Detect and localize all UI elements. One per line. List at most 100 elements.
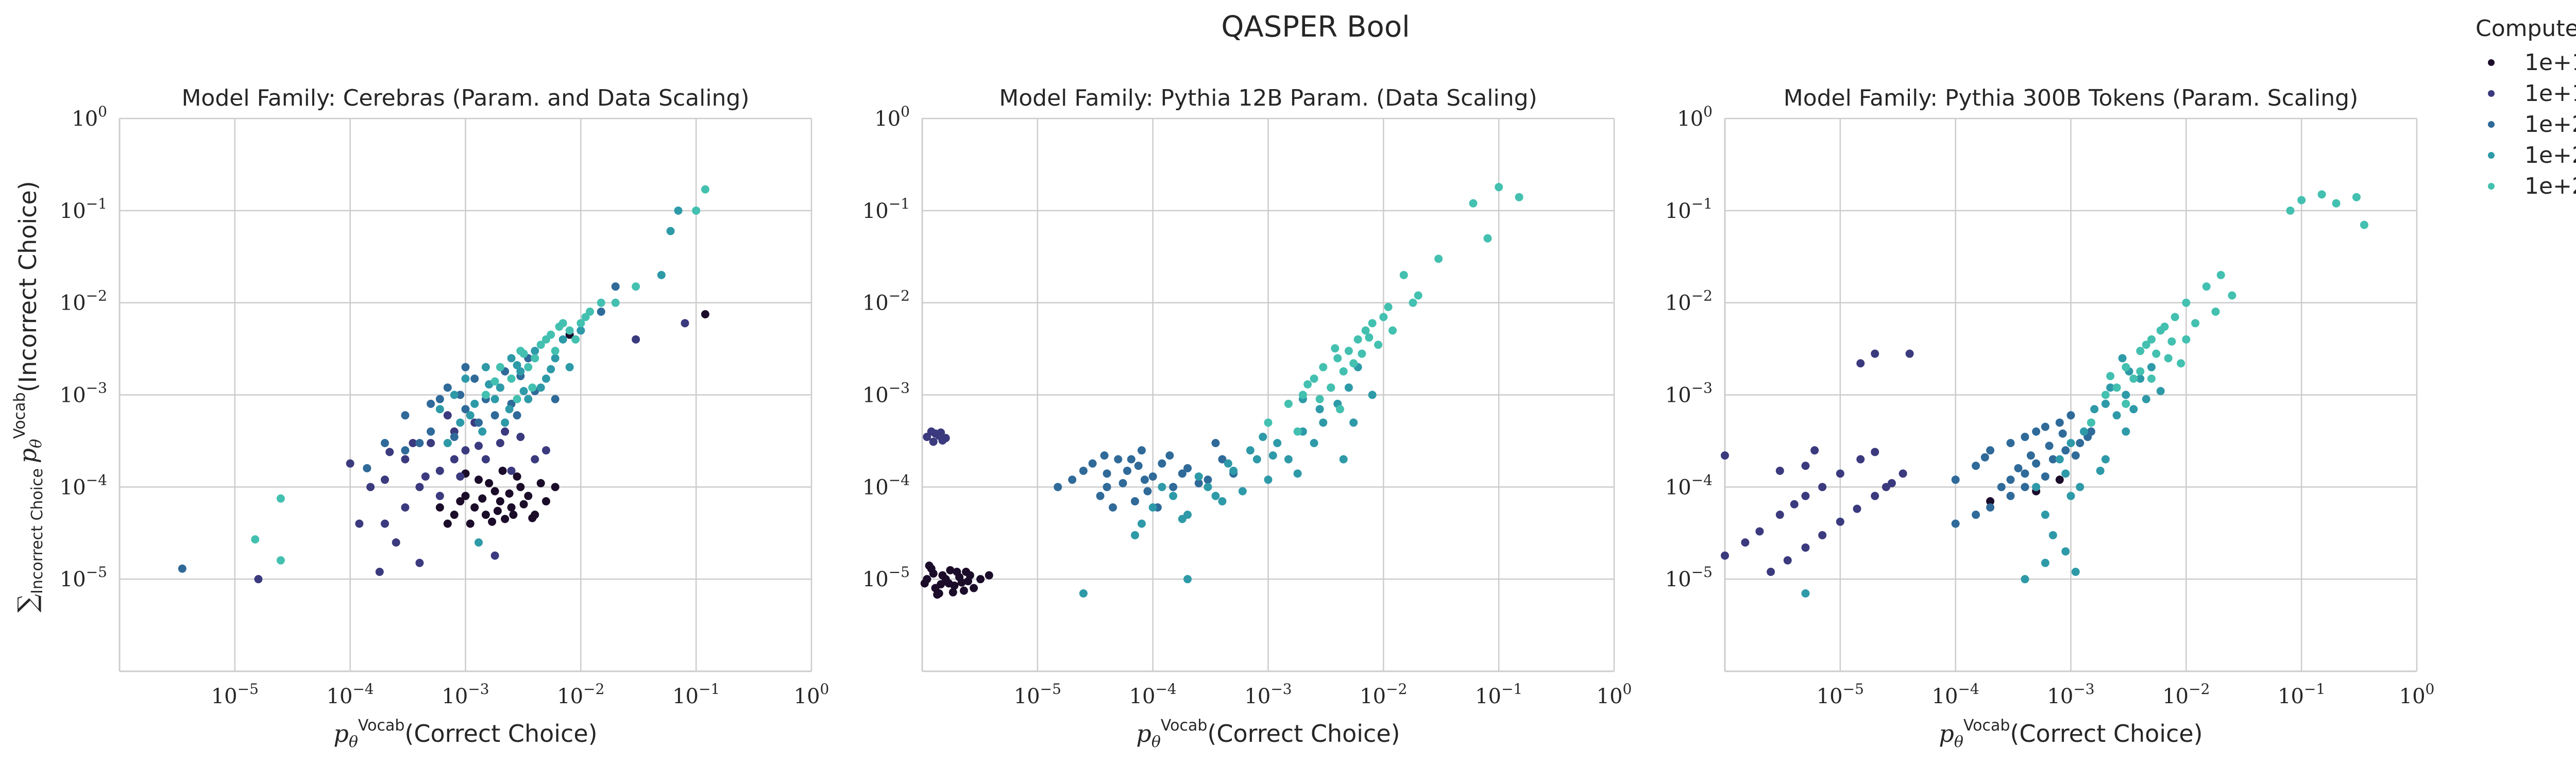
data-point bbox=[2071, 568, 2080, 576]
data-point bbox=[1899, 469, 1907, 478]
data-point bbox=[461, 491, 470, 500]
data-point bbox=[2006, 491, 2015, 500]
data-point bbox=[1158, 483, 1166, 491]
data-point bbox=[2006, 439, 2015, 448]
data-point bbox=[1349, 359, 1358, 368]
data-point bbox=[2071, 451, 2080, 460]
data-point bbox=[1103, 483, 1111, 491]
data-point bbox=[1315, 395, 1324, 403]
y-tick-label: 10−1 bbox=[862, 195, 910, 223]
data-point bbox=[1114, 455, 1123, 464]
y-tick-label: 100 bbox=[72, 103, 107, 131]
legend-label: 1e+19 bbox=[2524, 80, 2576, 107]
data-point bbox=[1801, 462, 1810, 470]
data-point bbox=[541, 446, 550, 455]
data-point bbox=[435, 491, 444, 500]
data-point bbox=[558, 335, 567, 344]
series-1e+20 bbox=[1054, 439, 1238, 512]
data-point bbox=[2360, 220, 2368, 229]
data-point bbox=[401, 446, 410, 455]
y-tick-label: 10−1 bbox=[1665, 195, 1713, 223]
data-point bbox=[632, 335, 640, 344]
x-tick-label: 10−1 bbox=[672, 681, 720, 708]
data-point bbox=[1951, 476, 1960, 484]
data-point bbox=[2021, 483, 2029, 491]
data-point bbox=[1409, 298, 1417, 307]
data-point bbox=[443, 519, 452, 528]
data-point bbox=[2076, 483, 2084, 491]
data-point bbox=[427, 439, 435, 448]
data-point bbox=[1218, 497, 1227, 506]
data-point bbox=[450, 391, 459, 399]
data-point bbox=[1127, 455, 1136, 464]
data-point bbox=[1853, 504, 1861, 513]
x-tick-label: 10−5 bbox=[1817, 681, 1864, 708]
data-point bbox=[1259, 433, 1267, 442]
data-point bbox=[2106, 383, 2115, 392]
data-point bbox=[1986, 446, 1995, 455]
y-tick-label: 100 bbox=[874, 103, 910, 131]
data-point bbox=[941, 434, 950, 443]
data-point bbox=[1273, 439, 1282, 448]
data-point bbox=[1178, 515, 1187, 523]
x-tick-label: 10−4 bbox=[1129, 681, 1177, 708]
data-point bbox=[2228, 291, 2236, 300]
data-point bbox=[2076, 439, 2084, 448]
plot-panel: Model Family: Cerebras (Param. and Data … bbox=[60, 85, 829, 751]
data-point bbox=[1315, 405, 1324, 414]
data-point bbox=[536, 341, 545, 349]
data-point bbox=[1818, 531, 1827, 539]
data-point bbox=[385, 448, 394, 456]
data-point bbox=[541, 375, 550, 383]
data-point bbox=[959, 586, 968, 595]
y-tick-label: 10−3 bbox=[862, 380, 910, 408]
data-point bbox=[1836, 469, 1844, 478]
data-point bbox=[513, 361, 521, 369]
data-point bbox=[2061, 446, 2070, 455]
data-point bbox=[1264, 418, 1273, 427]
data-point bbox=[1801, 491, 1810, 500]
y-tick-label: 10−3 bbox=[60, 380, 107, 408]
data-point bbox=[2164, 354, 2173, 363]
series-1e+22 bbox=[251, 185, 709, 565]
legend-item: 1e+21 bbox=[2476, 140, 2576, 171]
data-point bbox=[435, 466, 444, 475]
data-point bbox=[519, 387, 528, 396]
data-point bbox=[1980, 453, 1989, 462]
data-point bbox=[2147, 363, 2156, 371]
data-point bbox=[2112, 383, 2121, 392]
data-point bbox=[1856, 455, 1865, 464]
data-point bbox=[2118, 354, 2127, 363]
data-point bbox=[2014, 464, 2023, 472]
data-point bbox=[466, 411, 474, 420]
data-point bbox=[2136, 367, 2145, 376]
data-point bbox=[456, 472, 465, 481]
data-point bbox=[1178, 469, 1187, 478]
data-point bbox=[1856, 359, 1865, 368]
legend-title: Compute bbox=[2476, 15, 2576, 42]
data-point bbox=[1252, 455, 1261, 464]
data-point bbox=[501, 427, 510, 436]
data-point bbox=[421, 472, 430, 481]
y-tick-label: 10−1 bbox=[60, 195, 107, 223]
data-point bbox=[1339, 455, 1348, 464]
data-point bbox=[490, 377, 499, 386]
data-point bbox=[1871, 491, 1879, 500]
data-point bbox=[1818, 483, 1827, 491]
data-point bbox=[1349, 418, 1358, 427]
x-tick-label: 10−3 bbox=[1244, 681, 1292, 708]
data-point bbox=[547, 365, 555, 373]
data-point bbox=[611, 282, 620, 291]
data-point bbox=[1158, 459, 1166, 468]
data-point bbox=[501, 515, 510, 523]
plot-panel: Model Family: Pythia 300B Tokens (Param.… bbox=[1665, 85, 2435, 751]
data-point bbox=[1088, 459, 1097, 468]
x-tick-label: 100 bbox=[1597, 681, 1632, 708]
y-tick-label: 10−3 bbox=[1665, 380, 1713, 408]
data-point bbox=[1183, 464, 1192, 472]
data-point bbox=[2101, 399, 2110, 408]
panel-title: Model Family: Pythia 300B Tokens (Param.… bbox=[1784, 85, 2359, 111]
data-point bbox=[1148, 472, 1157, 481]
data-point bbox=[524, 363, 533, 371]
data-point bbox=[363, 464, 371, 472]
